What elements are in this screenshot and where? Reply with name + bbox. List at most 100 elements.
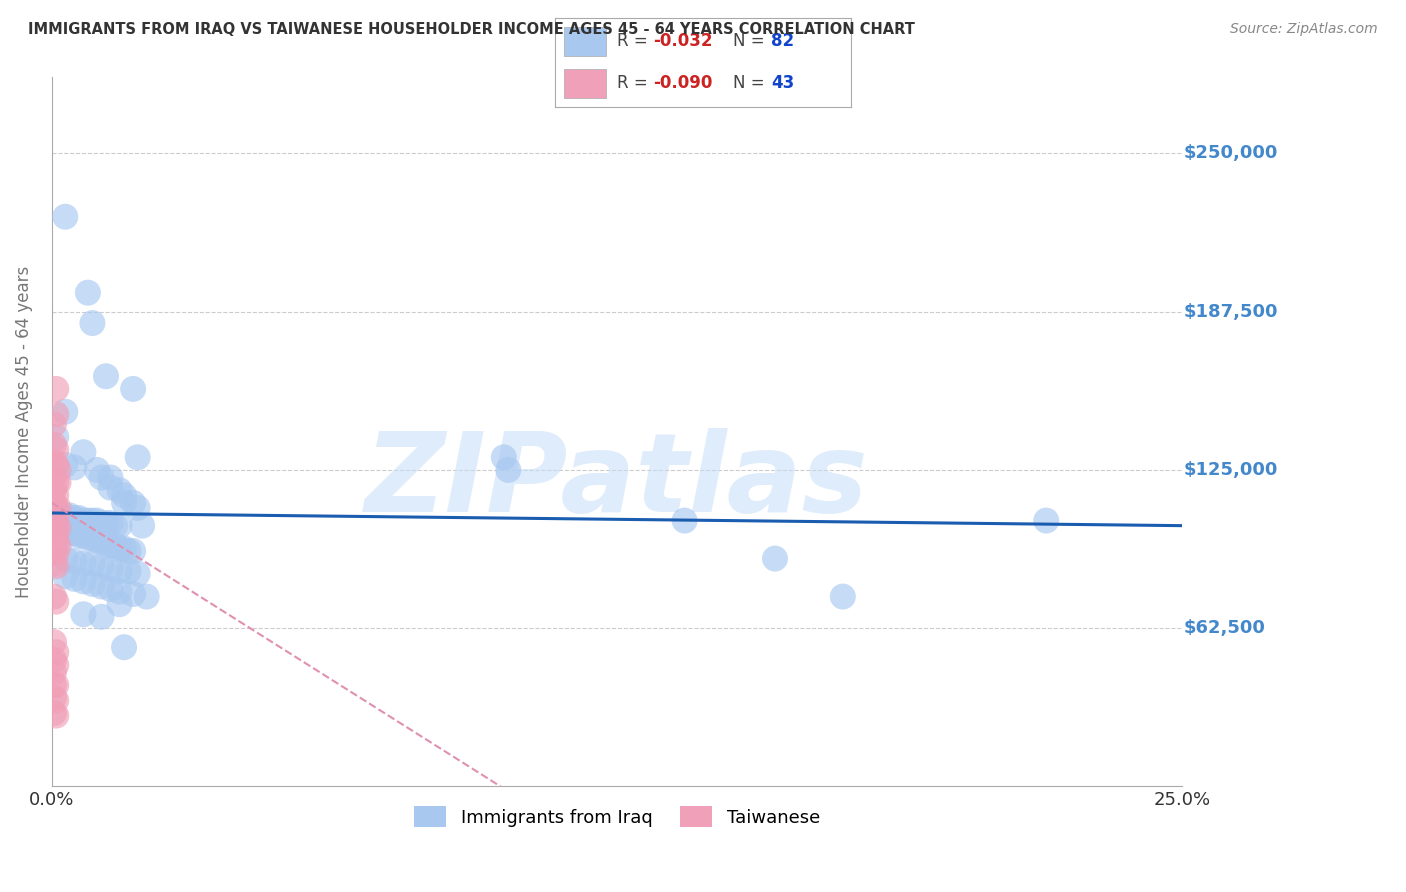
Point	[86, 533, 108, 548]
Point	[53, 405, 76, 419]
Point	[42, 653, 65, 667]
Point	[100, 562, 122, 576]
Point	[42, 417, 65, 432]
Point	[131, 518, 153, 533]
Point	[100, 539, 122, 553]
Point	[48, 500, 70, 515]
Point	[45, 488, 67, 502]
Point	[112, 640, 135, 655]
Point	[82, 531, 104, 545]
Point	[72, 529, 94, 543]
Point	[94, 536, 117, 550]
Point	[48, 463, 70, 477]
Text: R =: R =	[617, 74, 654, 92]
Point	[67, 511, 90, 525]
Text: -0.090: -0.090	[652, 74, 713, 92]
Point	[45, 657, 67, 672]
Point	[492, 450, 515, 465]
Point	[498, 463, 520, 477]
Point	[82, 316, 104, 330]
Point	[45, 511, 67, 525]
Point	[53, 524, 76, 538]
Point	[45, 678, 67, 692]
Point	[59, 526, 82, 541]
Point	[135, 590, 157, 604]
Point	[90, 559, 112, 574]
Point	[112, 488, 135, 502]
Point	[49, 508, 72, 523]
Point	[90, 579, 112, 593]
Point	[45, 500, 67, 515]
Point	[42, 706, 65, 720]
Text: $187,500: $187,500	[1184, 302, 1278, 321]
Point	[42, 526, 65, 541]
Point	[63, 460, 86, 475]
Point	[45, 559, 67, 574]
Point	[48, 475, 70, 490]
Point	[53, 210, 76, 224]
Point	[77, 514, 100, 528]
Point	[90, 533, 112, 548]
Point	[763, 551, 786, 566]
Point	[53, 551, 76, 566]
Point	[90, 609, 112, 624]
Point	[49, 521, 72, 535]
Point	[42, 518, 65, 533]
Point	[117, 564, 139, 578]
Point	[82, 577, 104, 591]
Point	[45, 594, 67, 608]
Point	[45, 547, 67, 561]
Point	[90, 470, 112, 484]
Point	[82, 514, 104, 528]
Point	[90, 516, 112, 530]
Point	[48, 521, 70, 535]
Point	[42, 544, 65, 558]
Point	[673, 514, 696, 528]
Point	[108, 483, 131, 498]
Point	[77, 531, 100, 545]
Point	[45, 506, 67, 520]
Bar	[564, 69, 606, 98]
Point	[42, 635, 65, 649]
Point	[77, 285, 100, 300]
Point	[42, 470, 65, 484]
Point	[45, 475, 67, 490]
Point	[42, 557, 65, 571]
Point	[82, 557, 104, 571]
Text: Source: ZipAtlas.com: Source: ZipAtlas.com	[1230, 22, 1378, 37]
Point	[53, 508, 76, 523]
Point	[72, 445, 94, 459]
Y-axis label: Householder Income Ages 45 - 64 years: Householder Income Ages 45 - 64 years	[15, 266, 32, 598]
Point	[63, 526, 86, 541]
Point	[45, 518, 67, 533]
Point	[100, 516, 122, 530]
Point	[72, 557, 94, 571]
Bar	[564, 27, 606, 56]
Text: -0.032: -0.032	[652, 32, 713, 50]
Point	[45, 529, 67, 543]
Point	[63, 572, 86, 586]
Text: $125,000: $125,000	[1184, 461, 1278, 479]
Point	[122, 544, 145, 558]
Point	[45, 407, 67, 421]
Text: $62,500: $62,500	[1184, 619, 1265, 637]
Point	[45, 458, 67, 472]
Point	[42, 455, 65, 469]
Point	[45, 382, 67, 396]
Point	[122, 382, 145, 396]
Point	[45, 536, 67, 550]
Point	[127, 450, 149, 465]
Point	[59, 508, 82, 523]
Text: IMMIGRANTS FROM IRAQ VS TAIWANESE HOUSEHOLDER INCOME AGES 45 - 64 YEARS CORRELAT: IMMIGRANTS FROM IRAQ VS TAIWANESE HOUSEH…	[28, 22, 915, 37]
Point	[94, 516, 117, 530]
Point	[45, 442, 67, 457]
Point	[45, 521, 67, 535]
Point	[108, 597, 131, 611]
Point	[86, 463, 108, 477]
Point	[100, 481, 122, 495]
Point	[127, 500, 149, 515]
Point	[112, 541, 135, 556]
Point	[42, 533, 65, 548]
Point	[42, 437, 65, 451]
Point	[45, 645, 67, 659]
